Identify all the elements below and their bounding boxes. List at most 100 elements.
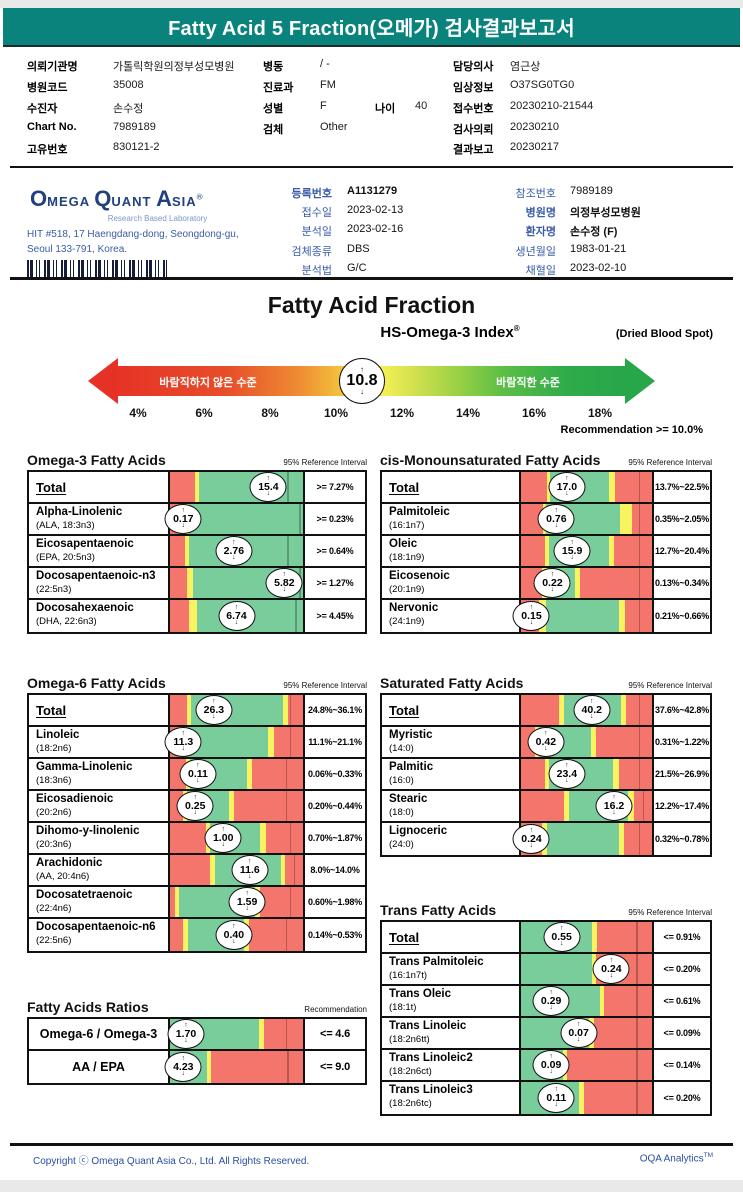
patient-field-label: 수진자	[27, 103, 58, 115]
section-cis-monounsaturated: cis-Monounsaturated Fatty Acids 95% Refer…	[380, 446, 712, 634]
lab-field-row: 참조번호 7989189	[0, 185, 743, 201]
row-label-cell: Total	[29, 695, 170, 725]
range-segment-yellow	[578, 1082, 584, 1114]
lab-address-line1: HIT #518, 17 Haengdang-dong, Seongdong-g…	[27, 229, 239, 240]
range-segment-yellow	[591, 727, 597, 757]
lab-field-value: A1131279	[347, 185, 398, 197]
patient-field-value: F	[320, 100, 327, 112]
table-row: Docosahexaenoic (DHA, 22:6n3) ↑ 6.74 ↓ >= 4.4…	[29, 600, 365, 632]
gauge-left-arrowhead-icon	[88, 358, 118, 404]
marker-down-arrow-icon: ↓	[565, 777, 569, 785]
range-bar-cell: ↑ 26.3 ↓	[170, 695, 305, 725]
row-label-cell: Lignoceric (24:0)	[382, 823, 521, 855]
row-label-cell: Trans Palmitoleic (16:1n7t)	[382, 954, 521, 984]
reference-interval-cell: 37.6%~42.8%	[654, 705, 710, 715]
lab-field-label: 병원명	[525, 207, 556, 220]
range-segment-red	[170, 919, 184, 951]
lab-tagline: Research Based Laboratory	[107, 214, 208, 223]
fatty-acid-table: Omega-6 / Omega-3 ↑ 1.70 ↓ <= 4.6 AA / EPA ↑ 4.…	[27, 1017, 367, 1085]
range-segment-red	[260, 887, 303, 917]
reference-line	[636, 1050, 638, 1080]
range-bar-cell: ↑ 4.23 ↓	[164, 1051, 305, 1083]
row-label-cell: Docosapentaenoic-n6 (22:5n6)	[29, 919, 170, 951]
range-segment-yellow	[599, 986, 605, 1016]
patient-info-row: 의뢰기관명 가톨릭학원의정부성모병원 병동 / - 담당의사 염근상	[0, 58, 743, 76]
row-label-cell: Total	[29, 472, 170, 502]
reference-interval-cell: 8.0%~14.0%	[310, 865, 360, 875]
table-header: Trans Fatty Acids 95% Reference Interval	[380, 896, 712, 918]
logo-registered-mark: ®	[196, 192, 203, 202]
marker-down-arrow-icon: ↓	[248, 873, 252, 881]
patient-field-label: 의뢰기관명	[27, 61, 78, 73]
table-title: cis-Monounsaturated Fatty Acids	[380, 452, 601, 468]
row-label-cell: Docosapentaenoic-n3 (22:5n3)	[29, 568, 170, 598]
patient-field-value: 35008	[113, 79, 144, 91]
fatty-acid-name: Oleic	[389, 538, 418, 550]
marker-down-arrow-icon: ↓	[196, 777, 200, 785]
range-segment-yellow	[544, 536, 549, 566]
fatty-acid-name: Stearic	[389, 793, 428, 805]
range-segment-red	[593, 1018, 652, 1048]
range-segment-yellow	[187, 695, 192, 725]
reference-interval-cell: <= 0.14%	[663, 1060, 701, 1070]
fatty-acid-formula: (22:4n6)	[36, 902, 72, 914]
range-segment-red	[596, 727, 652, 757]
reference-interval-cell: <= 0.20%	[663, 1093, 701, 1103]
row-label-cell: Trans Linoleic2 (18:2n6ct)	[382, 1050, 521, 1080]
patient-field-value: FM	[320, 79, 336, 91]
marker-down-arrow-icon: ↓	[181, 522, 186, 530]
row-label-cell: Stearic (18:0)	[382, 791, 521, 821]
reference-interval-cell: 11.1%~21.1%	[308, 737, 362, 747]
row-label-cell: Eicosenoic (20:1n9)	[382, 568, 521, 598]
value-marker: ↑ 11.6 ↓	[231, 855, 269, 885]
measured-value: 0.09	[540, 1058, 562, 1071]
range-segment-red	[249, 919, 303, 951]
table-row: Total ↑ 40.2 ↓ 37.6%~42.8%	[382, 695, 710, 727]
oqa-analytics-text: OQA Analytics	[639, 1153, 704, 1165]
gauge-tick-label: 18%	[587, 406, 613, 420]
table-row: Trans Linoleic (18:2n6tt) ↑ 0.07 ↓ <= 0.09%	[382, 1018, 710, 1050]
fatty-acid-name: Docosahexaenoic	[36, 602, 134, 614]
range-bar-cell: ↑ 16.2 ↓	[521, 791, 654, 821]
range-segment-yellow	[259, 1019, 265, 1049]
marker-down-arrow-icon: ↓	[550, 586, 555, 594]
range-bar-cell: ↑ 15.4 ↓	[170, 472, 305, 502]
patient-field-label: 검체	[263, 124, 284, 136]
range-bar-cell: ↑ 11.3 ↓	[164, 727, 305, 757]
table-row: Docosatetraenoic (22:4n6) ↑ 1.59 ↓ 0.60%~1.98…	[29, 887, 365, 919]
range-segment-red	[604, 986, 652, 1016]
value-marker: ↑ 11.3 ↓	[164, 727, 202, 757]
range-bar-cell: ↑ 6.74 ↓	[170, 600, 305, 632]
table-row: Dihomo-y-linolenic (20:3n6) ↑ 1.00 ↓ 0.70%~1.…	[29, 823, 365, 855]
range-segment-red	[625, 695, 652, 725]
measured-value: 0.17	[173, 512, 194, 525]
range-segment-red	[233, 791, 303, 821]
reference-interval-cell: 0.06%~0.33%	[307, 769, 363, 779]
reference-interval-cell: 0.70%~1.87%	[307, 833, 363, 843]
lab-field-label: 참조번호	[515, 188, 556, 200]
range-segment-red	[170, 695, 188, 725]
marker-up-arrow-icon: ↑	[193, 793, 198, 801]
table-row: Myristic (14:0) ↑ 0.42 ↓ 0.31%~1.22%	[382, 727, 710, 759]
fatty-acid-name: AA / EPA	[72, 1059, 125, 1074]
patient-field-value: 20230217	[510, 141, 559, 153]
table-title: Saturated Fatty Acids	[380, 675, 524, 691]
measured-value: 11.6	[239, 863, 260, 876]
measured-value: 2.76	[223, 544, 245, 557]
lab-field-row: 채혈일 2023-02-10	[0, 262, 743, 278]
row-label-cell: Palmitoleic (16:1n7)	[382, 504, 521, 534]
measured-value: 15.9	[561, 544, 583, 557]
fatty-acid-name: Total	[389, 480, 420, 496]
fatty-acid-name: Dihomo-y-linolenic	[36, 825, 140, 837]
fatty-acid-table: Total ↑ 0.55 ↓ <= 0.91% Trans Palmitoleic (16:…	[380, 920, 712, 1116]
reference-line	[287, 1051, 289, 1083]
fatty-acid-formula: (18:1t)	[389, 1001, 417, 1013]
value-marker: ↑ 0.40 ↓	[215, 920, 253, 950]
value-marker: ↑ 1.70 ↓	[167, 1019, 205, 1049]
lab-field-row: 분석법 G/C	[0, 262, 743, 278]
gauge-tick-label: 4%	[129, 406, 147, 420]
logo-initial: A	[156, 186, 172, 211]
marker-up-arrow-icon: ↑	[554, 1085, 559, 1093]
range-segment-yellow	[608, 536, 614, 566]
lab-field-value: 손수정 (F)	[570, 226, 618, 239]
